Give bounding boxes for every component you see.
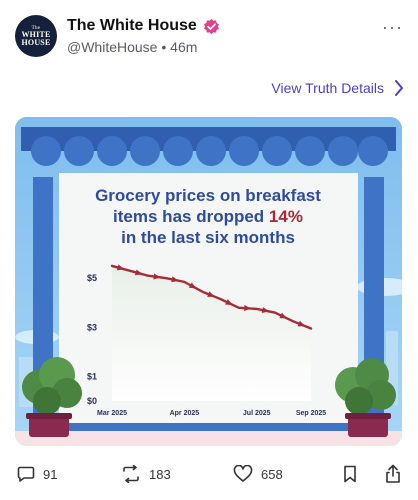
view-truth-details-link[interactable]: View Truth Details <box>271 80 404 96</box>
heart-icon <box>233 465 253 482</box>
data-point <box>243 305 252 312</box>
right-plant <box>335 358 396 437</box>
y-tick-label: $1 <box>87 371 97 381</box>
headline-highlight: 14% <box>269 207 303 226</box>
headline-line-3: in the last six months <box>121 228 295 247</box>
y-tick-label: $5 <box>87 273 97 283</box>
like-button[interactable]: 658 <box>233 462 283 486</box>
data-point <box>188 282 197 289</box>
reply-button[interactable]: 91 <box>17 462 57 486</box>
reply-count: 91 <box>43 466 58 482</box>
data-point <box>279 312 288 319</box>
x-tick-label: Mar 2025 <box>97 410 127 417</box>
left-plant <box>22 357 82 437</box>
awning-scallops <box>31 136 388 166</box>
avatar-text-3: HOUSE <box>21 37 51 47</box>
avatar-text-1: The <box>31 25 41 31</box>
data-point <box>134 269 143 276</box>
share-button[interactable] <box>384 462 410 486</box>
bookmark-icon <box>344 465 356 483</box>
data-point <box>171 276 179 283</box>
data-point <box>207 291 215 297</box>
retruth-button[interactable]: 183 <box>121 462 171 486</box>
author-name[interactable]: The White House <box>67 17 220 35</box>
meta-separator: • <box>161 39 167 55</box>
timestamp[interactable]: 46m <box>170 39 198 55</box>
headline-line-2: items has dropped 14% <box>113 207 303 226</box>
verified-icon <box>203 18 219 34</box>
data-point <box>261 307 270 313</box>
data-point <box>297 320 306 327</box>
retruth-count: 183 <box>149 466 171 482</box>
more-options-icon[interactable]: ··· <box>382 17 403 37</box>
avatar[interactable]: The WHITE HOUSE <box>15 15 57 57</box>
bookmark-button[interactable] <box>343 462 365 486</box>
headline-line-1: Grocery prices on breakfast <box>95 186 321 205</box>
action-bar: 91 183 658 <box>0 462 418 486</box>
like-count: 658 <box>261 466 283 482</box>
board-frame-bottom <box>53 423 364 433</box>
repost-icon <box>123 465 139 483</box>
data-point <box>116 264 125 271</box>
view-truth-details-label: View Truth Details <box>271 80 384 96</box>
share-icon <box>386 464 400 483</box>
ground <box>15 431 402 446</box>
infographic-scene: Grocery prices on breakfast items has dr… <box>15 117 402 446</box>
headline-line-2-prefix: items has dropped <box>113 207 269 226</box>
author-name-text: The White House <box>67 17 197 34</box>
post-meta: @WhiteHouse • 46m <box>67 39 197 55</box>
post-image[interactable]: Grocery prices on breakfast items has dr… <box>15 117 402 446</box>
comment-icon <box>17 466 35 482</box>
data-point <box>225 299 233 305</box>
chevron-right-icon <box>395 80 403 96</box>
avatar-text-2: WHITE <box>21 29 51 39</box>
data-point <box>153 273 161 280</box>
y-tick-label: $0 <box>87 396 97 406</box>
handle[interactable]: @WhiteHouse <box>67 39 158 55</box>
chart-area <box>112 265 311 401</box>
x-tick-label: Sep 2025 <box>296 410 326 417</box>
x-tick-label: Jul 2025 <box>243 410 271 417</box>
x-tick-label: Apr 2025 <box>170 410 200 417</box>
y-tick-label: $3 <box>87 322 97 332</box>
